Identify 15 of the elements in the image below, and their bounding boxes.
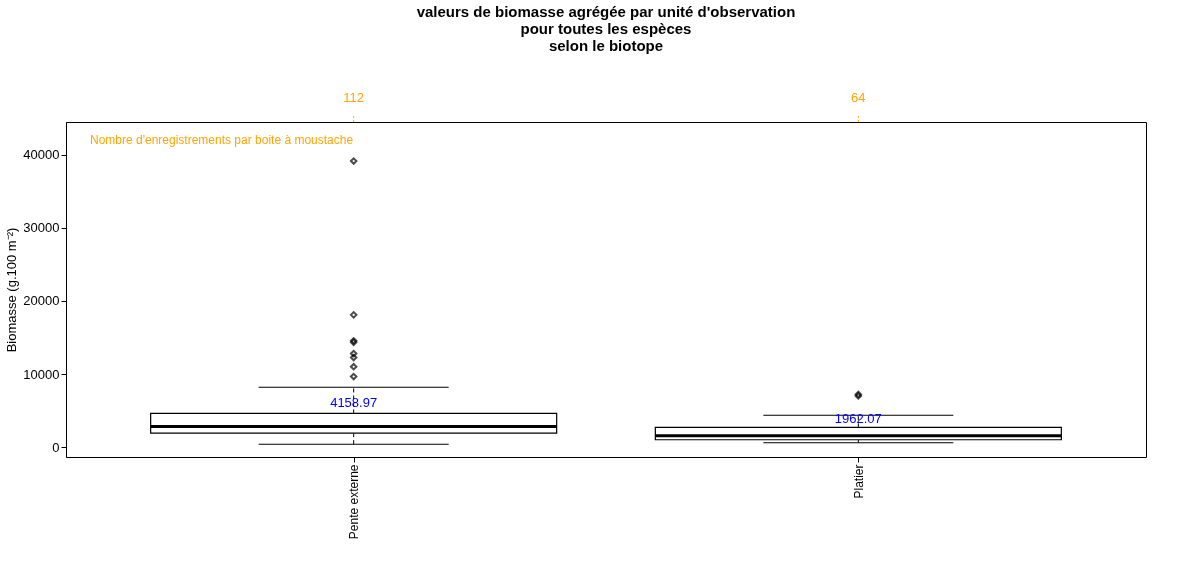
text: pour toutes les espèces xyxy=(520,20,692,37)
text: selon le biotope xyxy=(548,37,664,54)
y-tick-label: 0 xyxy=(52,439,60,455)
y-tick-label: 30000 xyxy=(23,220,60,236)
text: valeurs de biomasse agrégée par unité d'observation xyxy=(416,3,796,20)
annotation: Nombre d'enregistrements par boite à moustache xyxy=(90,133,354,147)
annotation: 112 xyxy=(343,90,365,105)
x-tick-label: Pente externe xyxy=(347,464,362,540)
annotation: 64 xyxy=(851,90,866,105)
x-tick-label: Platier xyxy=(851,464,866,499)
y-tick-label: 10000 xyxy=(23,366,60,382)
y-axis-title: Biomasse (g.100 m⁻²) xyxy=(4,227,20,353)
annotation: 4158.97 xyxy=(330,394,378,410)
y-tick-label: 20000 xyxy=(23,293,60,309)
y-tick-label: 40000 xyxy=(23,147,60,163)
